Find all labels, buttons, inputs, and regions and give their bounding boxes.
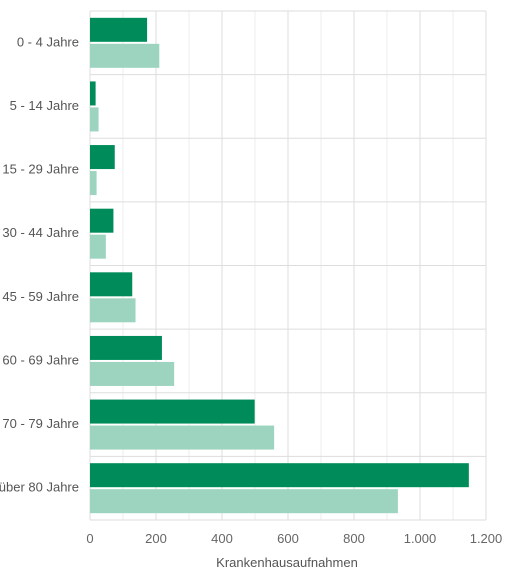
- bar-series-1: [90, 335, 162, 360]
- category-labels: 0 - 4 Jahre 5 - 14 Jahre 15 - 29 Jahre 30 -…: [0, 34, 79, 494]
- bar-series-2: [90, 298, 136, 323]
- bar-series-2: [90, 489, 398, 514]
- category-label: 5 - 14 Jahre: [10, 98, 79, 113]
- x-axis-title: Krankenhausaufnahmen: [216, 555, 358, 570]
- bar-series-1: [90, 399, 255, 424]
- bar-series-1: [90, 145, 115, 170]
- bar-series-2: [90, 107, 99, 132]
- x-tick-label: 1.200: [470, 531, 503, 546]
- bars: [90, 17, 469, 514]
- category-label: 30 - 44 Jahre: [2, 225, 79, 240]
- bar-series-2: [90, 234, 106, 259]
- bar-series-2: [90, 171, 97, 196]
- bar-series-1: [90, 17, 148, 42]
- category-label: 70 - 79 Jahre: [2, 416, 79, 431]
- category-label: über 80 Jahre: [0, 480, 79, 495]
- x-tick-labels: 0 200 400 600 800 1.000 1.200: [86, 531, 502, 546]
- bar-series-2: [90, 43, 160, 68]
- bar-series-2: [90, 425, 275, 450]
- x-tick-label: 0: [86, 531, 93, 546]
- category-label: 0 - 4 Jahre: [17, 34, 79, 49]
- x-tick-label: 600: [277, 531, 299, 546]
- category-label: 45 - 59 Jahre: [2, 289, 79, 304]
- x-tick-label: 200: [145, 531, 167, 546]
- bar-series-1: [90, 463, 469, 488]
- gridlines: [89, 10, 487, 521]
- category-label: 15 - 29 Jahre: [2, 162, 79, 177]
- x-tick-label: 400: [211, 531, 233, 546]
- bar-series-1: [90, 272, 133, 297]
- x-tick-label: 1.000: [404, 531, 437, 546]
- bar-series-2: [90, 361, 175, 386]
- x-tick-label: 800: [343, 531, 365, 546]
- bar-series-1: [90, 81, 96, 106]
- bar-series-1: [90, 208, 114, 233]
- category-label: 60 - 69 Jahre: [2, 352, 79, 367]
